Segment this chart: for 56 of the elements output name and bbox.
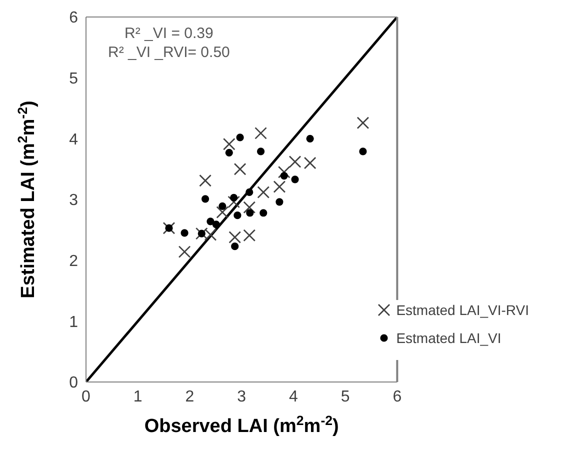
point — [165, 224, 173, 232]
point — [246, 209, 254, 217]
point — [201, 195, 210, 203]
annotation: R² _VI _RVI= 0.50 — [108, 43, 230, 62]
point — [218, 202, 226, 210]
y-tick-label: 2 — [69, 253, 78, 270]
point — [359, 148, 367, 156]
point — [178, 246, 191, 258]
point — [228, 231, 242, 244]
point — [216, 206, 229, 218]
legend-label: Estmated LAI_VI-RVI — [396, 302, 529, 318]
x-tick-label: 3 — [237, 388, 246, 406]
point — [243, 229, 256, 242]
point — [231, 242, 239, 250]
y-tick-label: 1 — [69, 314, 78, 331]
point — [198, 230, 206, 238]
x-tick-label: 1 — [133, 388, 142, 406]
point — [180, 229, 188, 237]
point — [246, 188, 254, 196]
point — [234, 212, 242, 220]
x-tick-label: 4 — [289, 388, 298, 406]
point — [306, 134, 314, 142]
x-tick-label: 0 — [82, 388, 91, 406]
point — [273, 180, 286, 193]
x-tick-label: 2 — [185, 388, 194, 406]
point — [356, 116, 370, 130]
point — [230, 194, 238, 202]
point — [206, 218, 214, 226]
point — [291, 176, 299, 184]
point — [243, 201, 256, 214]
y-tick-label: 5 — [69, 70, 78, 88]
point — [304, 156, 316, 170]
annotation: R² _VI = 0.39 — [124, 24, 214, 43]
point — [228, 196, 240, 208]
y-tick-label: 3 — [69, 192, 78, 210]
point — [225, 148, 233, 156]
point — [254, 126, 267, 140]
point — [222, 138, 236, 150]
point — [278, 166, 290, 178]
y-tick-label: 0 — [69, 374, 78, 392]
x-tick-label: 5 — [340, 388, 350, 406]
point — [234, 162, 246, 176]
point — [260, 209, 268, 217]
legend-label: Estmated LAI_VI — [396, 330, 502, 346]
point — [276, 198, 284, 206]
point — [257, 186, 270, 198]
y-tick-label: 4 — [69, 131, 78, 148]
point — [280, 172, 288, 180]
point — [199, 174, 212, 187]
point — [288, 156, 302, 168]
point — [256, 148, 265, 156]
x-tick-label: 6 — [392, 388, 402, 406]
point — [212, 220, 220, 228]
point — [236, 134, 244, 142]
x-axis-title: Observed LAI (m$^{2}$m$^{-2}$) — [144, 412, 339, 437]
y-tick-label: 6 — [69, 10, 78, 27]
